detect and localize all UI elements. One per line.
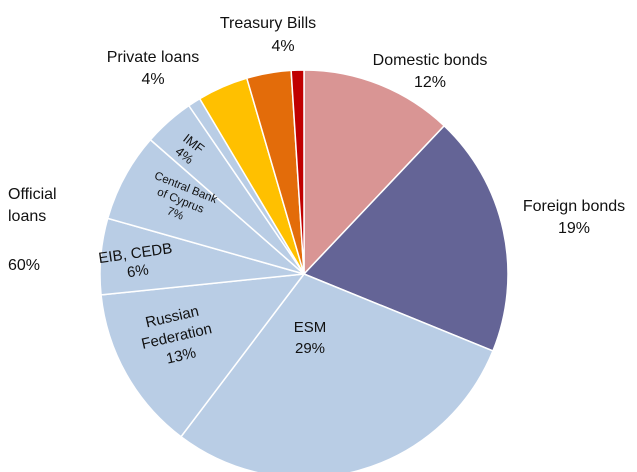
value-private-loans: 4% — [141, 71, 164, 88]
value-esm: 29% — [295, 340, 325, 357]
official-loans-value: 60% — [8, 257, 40, 274]
pie-slice-russian-federation — [100, 273, 306, 438]
pie-slice-treasury-bills — [290, 69, 305, 275]
pie-slice-esm — [179, 273, 494, 472]
official-loans-line2: loans — [8, 208, 46, 225]
value-treasury-bills: 4% — [271, 38, 294, 55]
value-eib-cedb: 6% — [126, 261, 150, 281]
label-foreign-bonds: Foreign bonds — [523, 198, 625, 215]
label-treasury-bills: Treasury Bills — [220, 15, 316, 32]
value-foreign-bonds: 19% — [558, 220, 590, 237]
value-russian-federation: 13% — [165, 344, 198, 367]
label-esm: ESM — [294, 319, 327, 336]
label-private-loans: Private loans — [107, 49, 200, 66]
official-loans-line1: Official — [8, 186, 57, 203]
value-central-bank: 7% — [165, 205, 185, 222]
label-domestic-bonds: Domestic bonds — [373, 52, 488, 69]
value-domestic-bonds: 12% — [414, 74, 446, 91]
pie-slice-domestic-bonds — [303, 69, 446, 276]
